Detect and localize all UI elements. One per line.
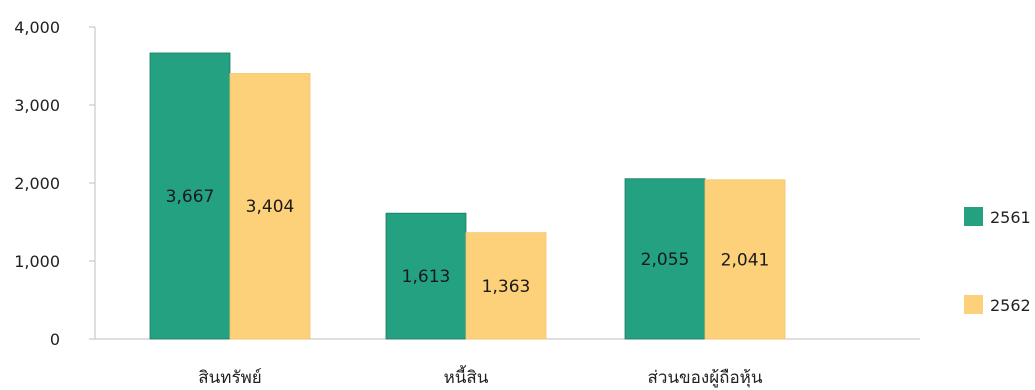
legend-label: 2562 bbox=[990, 296, 1031, 315]
x-category-label: สินทรัพย์ bbox=[198, 368, 262, 388]
bar-2561 bbox=[149, 52, 231, 340]
bar-2562 bbox=[229, 73, 311, 340]
data-label: 1,363 bbox=[482, 277, 531, 297]
y-tick-label: 1,000 bbox=[14, 252, 60, 271]
data-label: 2,041 bbox=[721, 250, 770, 270]
y-tick-label: 3,000 bbox=[14, 96, 60, 115]
bar-2562 bbox=[704, 179, 786, 340]
y-tick-label: 0 bbox=[50, 330, 60, 349]
bars: 3,667 1,613 2,055 3,404 1,363 2,041 bbox=[149, 52, 786, 340]
data-label: 1,613 bbox=[402, 267, 451, 287]
data-label: 2,055 bbox=[641, 250, 690, 270]
x-axis: สินทรัพย์ หนี้สิน ส่วนของผู้ถือหุ้น bbox=[95, 338, 920, 388]
y-tick-label: 4,000 bbox=[14, 18, 60, 37]
legend-swatch bbox=[964, 295, 983, 314]
data-label: 3,404 bbox=[246, 197, 295, 217]
y-axis: 0 1,000 2,000 3,000 4,000 bbox=[14, 18, 96, 349]
legend-label: 2561 bbox=[990, 208, 1031, 227]
y-tick-label: 2,000 bbox=[14, 174, 60, 193]
bar-2561 bbox=[624, 178, 706, 340]
legend-swatch bbox=[964, 207, 983, 226]
x-category-label: หนี้สิน bbox=[444, 365, 489, 388]
bar-2561 bbox=[385, 212, 467, 340]
bar-2562 bbox=[465, 232, 547, 340]
legend: 2561 2562 bbox=[964, 207, 1031, 315]
x-category-label: ส่วนของผู้ถือหุ้น bbox=[648, 368, 763, 388]
data-label: 3,667 bbox=[166, 187, 215, 207]
